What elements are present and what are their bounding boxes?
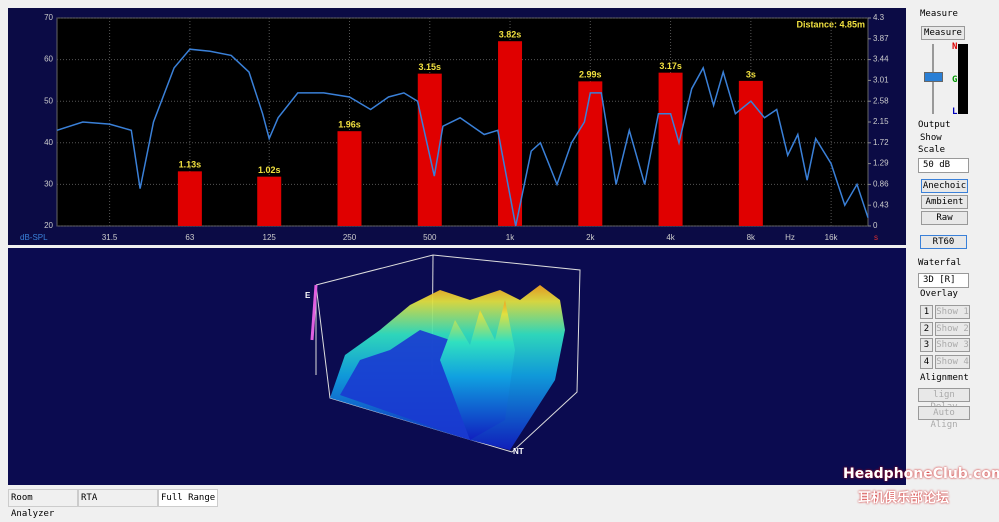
bar-value-label: 3.15s — [419, 62, 442, 72]
bar-value-label: 2.99s — [579, 70, 602, 80]
bar-value-label: 1.96s — [338, 120, 361, 130]
mode-button[interactable]: Ambient — [921, 195, 968, 209]
y2-tick-label: 4.3 — [873, 13, 885, 22]
auto-align-button[interactable]: Auto Align — [918, 406, 970, 430]
section-label: Scale — [918, 145, 946, 155]
tab[interactable]: Full Range — [158, 489, 218, 507]
level-meter — [958, 44, 968, 114]
section-label: Measure — [920, 9, 958, 19]
mode-button[interactable]: Raw — [921, 211, 968, 225]
bar — [177, 171, 202, 226]
x-unit-label: Hz — [785, 233, 795, 242]
bar-value-label: 1.02s — [258, 165, 281, 175]
app-window: E NT Distance: 4.85m dB-SPL Hz s 20 30 40 5… — [8, 8, 999, 519]
y2-tick-label: 2.58 — [873, 96, 889, 105]
y2-tick-label: 1.72 — [873, 138, 889, 147]
bar — [578, 81, 603, 227]
x-tick-label: 63 — [185, 233, 194, 242]
y2-tick-label: 3.87 — [873, 34, 889, 43]
bar — [417, 73, 442, 227]
overlay-show-button[interactable]: Show 1 — [935, 305, 970, 319]
waterfall-surface — [440, 300, 515, 440]
bar — [658, 72, 683, 226]
section-label: Output — [918, 120, 951, 130]
y-tick-label: 40 — [44, 138, 53, 147]
bar — [738, 80, 763, 226]
x-tick-label: 1k — [506, 233, 515, 242]
bar-value-label: 1.13s — [179, 160, 202, 170]
y-tick-label: 20 — [44, 221, 53, 230]
overlay-number[interactable]: 1 — [920, 305, 933, 319]
y-axis-label: dB-SPL — [20, 233, 48, 242]
meter-label: G — [952, 75, 958, 85]
align-delay-button[interactable]: lign Delay — [918, 388, 970, 412]
output-slider[interactable] — [924, 72, 943, 82]
bar-value-label: 3.82s — [499, 30, 522, 40]
section-label: Alignment — [920, 373, 969, 383]
bar-value-label: 3.17s — [659, 61, 682, 71]
waterfall-3d: E NT — [305, 254, 581, 456]
y2-axis-label: s — [874, 233, 878, 242]
y2-tick-label: 0.43 — [873, 200, 889, 209]
watermark-subtitle: 耳机俱乐部论坛 — [858, 491, 950, 506]
tab[interactable]: Room Analyzer — [8, 489, 78, 519]
section-label: Overlay — [920, 289, 958, 299]
rt60-button[interactable]: RT60 — [920, 235, 967, 249]
x-tick-label: 250 — [343, 233, 357, 242]
section-label: Waterfal — [918, 258, 962, 268]
x-tick-label: 125 — [263, 233, 277, 242]
overlay-number[interactable]: 4 — [920, 354, 933, 369]
y2-tick-label: 3.44 — [873, 55, 889, 64]
x-tick-label: 2k — [586, 233, 595, 242]
scale-select[interactable]: 50 dB — [918, 158, 969, 173]
y-tick-label: 70 — [44, 13, 53, 22]
x-tick-label: 500 — [423, 233, 437, 242]
mode-button[interactable]: Anechoic — [921, 179, 968, 193]
color-scale — [310, 284, 318, 341]
meter-label: N — [952, 42, 958, 52]
overlay-number[interactable]: 2 — [920, 321, 933, 336]
x-tick-label: 31.5 — [102, 233, 118, 242]
overlay-show-button[interactable]: Show 2 — [935, 321, 970, 336]
overlay-show-button[interactable]: Show 4 — [935, 354, 970, 369]
bar — [337, 131, 362, 226]
y-tick-label: 60 — [44, 55, 53, 64]
overlay-show-button[interactable]: Show 3 — [935, 338, 970, 352]
waterfall-select[interactable]: 3D [R] — [918, 273, 969, 288]
x-tick-label: 4k — [666, 233, 675, 242]
meter-label: L — [952, 107, 958, 117]
watermark-brand: HeadphoneClub.com — [843, 466, 999, 482]
y2-tick-label: 1.29 — [873, 159, 889, 168]
overlay-number[interactable]: 3 — [920, 338, 933, 352]
y-tick-label: 30 — [44, 180, 53, 189]
section-label: Show — [920, 133, 942, 143]
bar-value-label: 3s — [746, 69, 756, 79]
waterfall-axis-label: E — [305, 291, 311, 300]
x-tick-label: 16k — [825, 233, 839, 242]
y2-tick-label: 3.01 — [873, 76, 889, 85]
y-tick-label: 50 — [44, 96, 53, 105]
plot-area: E NT Distance: 4.85m dB-SPL Hz s 2030405… — [8, 8, 906, 485]
waterfall-axis-label: NT — [513, 447, 524, 456]
measure-button[interactable]: Measure — [921, 26, 965, 40]
y2-tick-label: 0 — [873, 221, 878, 230]
bar — [257, 176, 282, 226]
y2-tick-label: 2.15 — [873, 117, 889, 126]
y2-tick-label: 0.86 — [873, 180, 889, 189]
x-tick-label: 8k — [747, 233, 756, 242]
tab[interactable]: RTA — [78, 489, 158, 507]
frequency-response-line — [56, 48, 869, 227]
